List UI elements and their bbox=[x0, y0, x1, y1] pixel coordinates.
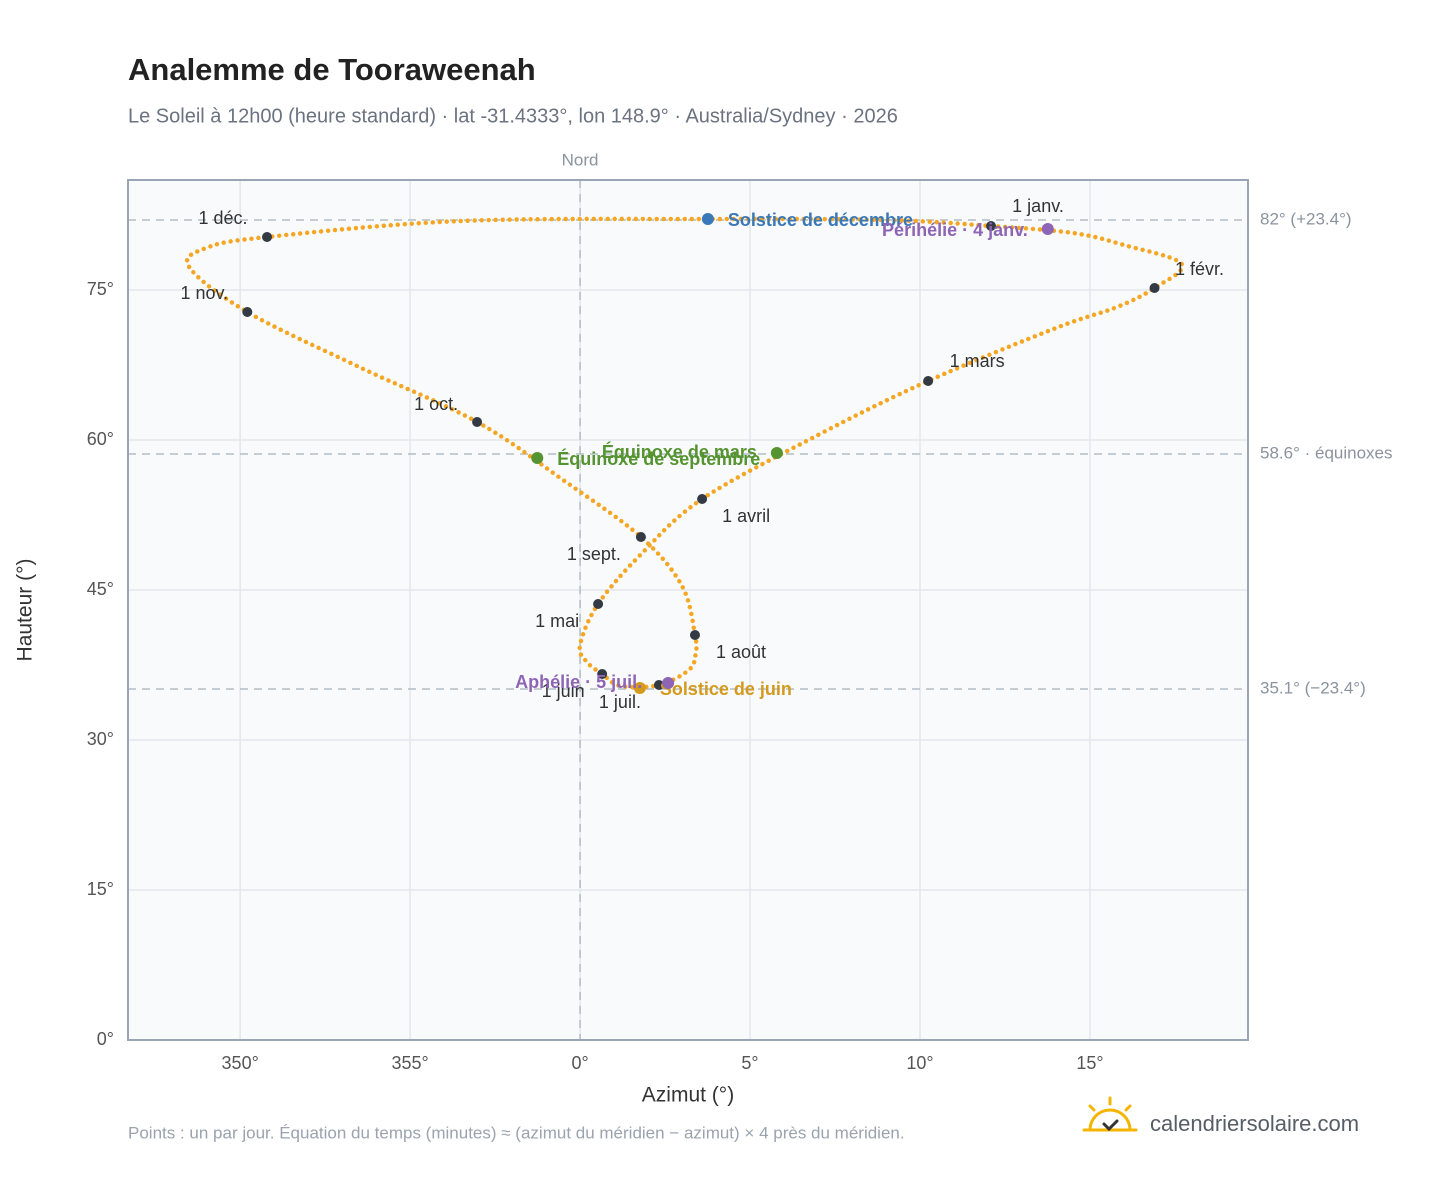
event-label: Aphélie · 5 juil. bbox=[515, 672, 642, 692]
month-marker bbox=[597, 669, 608, 679]
brand-logo bbox=[1082, 1096, 1138, 1132]
month-marker bbox=[697, 494, 708, 504]
x-tick-label: 15° bbox=[1076, 1053, 1103, 1073]
chart-subtitle: Le Soleil à 12h00 (heure standard) · lat… bbox=[128, 105, 898, 127]
event-marker bbox=[662, 677, 675, 689]
plot-area bbox=[128, 180, 1248, 1040]
month-marker bbox=[472, 417, 483, 427]
meridian-label: Nord bbox=[562, 150, 599, 169]
y-axis-label: Hauteur (°) bbox=[14, 559, 37, 662]
month-label: 1 déc. bbox=[198, 208, 247, 228]
month-label: 1 sept. bbox=[567, 544, 621, 564]
x-axis-label: Azimut (°) bbox=[642, 1084, 734, 1107]
month-marker bbox=[923, 376, 934, 386]
month-label: 1 janv. bbox=[1012, 196, 1064, 216]
event-label: Périhélie · 4 janv. bbox=[882, 220, 1028, 240]
event-marker bbox=[633, 682, 646, 694]
month-marker bbox=[593, 599, 604, 609]
month-marker bbox=[689, 630, 700, 640]
month-label: 1 mai bbox=[535, 611, 579, 631]
y-tick-label: 0° bbox=[97, 1029, 114, 1049]
event-label: Solstice de décembre bbox=[728, 210, 913, 230]
month-label: 1 avril bbox=[722, 506, 770, 526]
month-marker bbox=[635, 532, 646, 542]
reference-label: 58.6° · équinoxes bbox=[1260, 443, 1393, 462]
month-label: 1 nov. bbox=[180, 283, 228, 303]
x-tick-label: 5° bbox=[741, 1053, 758, 1073]
x-tick-label: 350° bbox=[222, 1053, 259, 1073]
month-label: 1 mars bbox=[950, 351, 1005, 371]
event-marker bbox=[1041, 223, 1054, 235]
event-marker bbox=[531, 452, 544, 464]
x-tick-label: 355° bbox=[392, 1053, 429, 1073]
month-label: 1 juil. bbox=[599, 692, 641, 712]
reference-label: 82° (+23.4°) bbox=[1260, 209, 1352, 228]
event-label: Solstice de juin bbox=[660, 679, 792, 699]
month-marker bbox=[242, 307, 253, 317]
brand: calendriersolaire.com bbox=[1150, 1111, 1359, 1136]
y-tick-label: 15° bbox=[87, 879, 114, 899]
y-tick-label: 75° bbox=[87, 279, 114, 299]
event-marker bbox=[701, 213, 714, 225]
month-label: 1 févr. bbox=[1175, 259, 1224, 279]
y-tick-label: 60° bbox=[87, 429, 114, 449]
footnote: Points : un par jour. Équation du temps … bbox=[128, 1123, 905, 1142]
chart-title: Analemme de Tooraweenah bbox=[128, 52, 536, 87]
event-marker bbox=[770, 447, 783, 459]
reference-label: 35.1° (−23.4°) bbox=[1260, 678, 1366, 697]
y-tick-label: 45° bbox=[87, 579, 114, 599]
month-marker bbox=[1149, 283, 1160, 293]
month-label: 1 oct. bbox=[414, 394, 458, 414]
event-label: Équinoxe de mars bbox=[602, 441, 757, 462]
plot-border bbox=[127, 179, 1249, 1041]
month-label: 1 août bbox=[716, 642, 766, 662]
event-label: Équinoxe de septembre bbox=[557, 448, 760, 469]
month-marker bbox=[653, 680, 664, 690]
y-tick-label: 30° bbox=[87, 729, 114, 749]
month-label: 1 juin bbox=[542, 681, 585, 701]
x-tick-label: 10° bbox=[906, 1053, 933, 1073]
month-marker bbox=[262, 232, 273, 242]
month-marker bbox=[986, 221, 997, 231]
x-tick-label: 0° bbox=[571, 1053, 588, 1073]
